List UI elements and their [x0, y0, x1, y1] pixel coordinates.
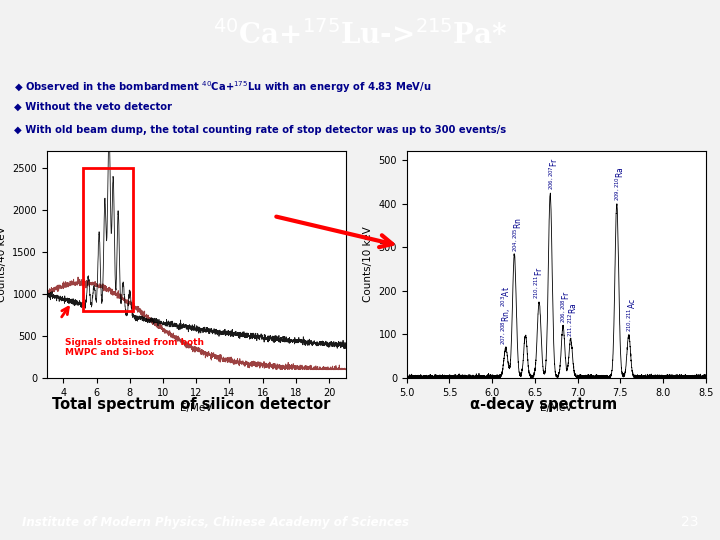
Text: $^{210,211}$Fr: $^{210,211}$Fr — [533, 266, 545, 300]
X-axis label: E/MeV: E/MeV — [540, 403, 572, 413]
Y-axis label: Counts/40 keV: Counts/40 keV — [0, 227, 6, 302]
Text: $^{206,207}$Fr: $^{206,207}$Fr — [547, 157, 560, 191]
Text: $^{40}$Ca+$^{175}$Lu->$^{215}$Pa*: $^{40}$Ca+$^{175}$Lu->$^{215}$Pa* — [212, 20, 508, 50]
Text: $^{211,212}$Ra: $^{211,212}$Ra — [567, 302, 580, 336]
Text: Total spectrum of silicon detector: Total spectrum of silicon detector — [52, 397, 330, 413]
Text: Institute of Modern Physics, Chinese Academy of Sciences: Institute of Modern Physics, Chinese Aca… — [22, 516, 409, 529]
Text: $^{209,210}$Ra: $^{209,210}$Ra — [614, 167, 626, 201]
Text: ◆ Without the veto detector: ◆ Without the veto detector — [14, 102, 172, 112]
Text: α-decay spectrum: α-decay spectrum — [470, 397, 617, 413]
Text: $^{204,205}$Rn: $^{204,205}$Rn — [512, 217, 524, 252]
Text: ◆ With old beam dump, the total counting rate of stop detector was up to 300 eve: ◆ With old beam dump, the total counting… — [14, 125, 506, 135]
Text: 23: 23 — [681, 516, 698, 529]
Y-axis label: Counts/10 keV: Counts/10 keV — [363, 227, 373, 302]
Text: $^{210,211}$Ac: $^{210,211}$Ac — [625, 298, 637, 332]
Text: ◆ Observed in the bombardment $^{40}$Ca+$^{175}$Lu with an energy of 4.83 MeV/u: ◆ Observed in the bombardment $^{40}$Ca+… — [14, 79, 432, 95]
Text: Signals obtained from both
MWPC and Si-box: Signals obtained from both MWPC and Si-b… — [65, 338, 204, 357]
Text: $^{206,208}$Fr: $^{206,208}$Fr — [559, 291, 572, 323]
X-axis label: E/MeV: E/MeV — [180, 403, 212, 413]
Bar — [84, 168, 133, 311]
Text: $^{207,208}$Rn, $^{203}$At: $^{207,208}$Rn, $^{203}$At — [499, 286, 513, 345]
